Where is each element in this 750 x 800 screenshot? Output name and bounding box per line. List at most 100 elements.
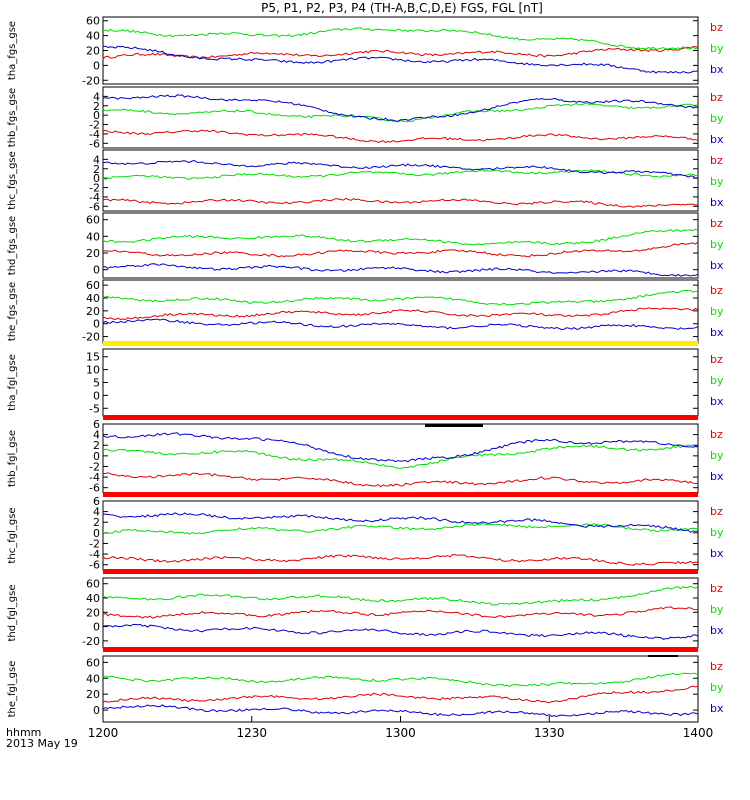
series-by-line: [102, 444, 699, 469]
status-bar: [103, 569, 698, 574]
status-bar: [103, 415, 698, 420]
footer-label: hhmm: [6, 726, 41, 739]
y-tick-label: -5: [89, 402, 100, 415]
y-tick-label: -20: [82, 331, 100, 344]
y-tick-label: -20: [82, 74, 100, 87]
legend-bx: bx: [710, 395, 724, 408]
legend-bz: bz: [710, 217, 723, 230]
y-axis-label: the_fgs_gse: [7, 282, 18, 341]
y-tick-label: 20: [86, 688, 100, 701]
legend-bz: bz: [710, 284, 723, 297]
series-by-line: [102, 585, 699, 606]
y-tick-label: 60: [86, 214, 100, 227]
legend-bz: bz: [710, 91, 723, 104]
legend-bz: bz: [710, 21, 723, 34]
x-tick-label: 1330: [534, 726, 565, 740]
series-bx-line: [102, 623, 699, 640]
y-tick-label: -2: [89, 182, 100, 195]
y-tick-label: -6: [89, 482, 100, 495]
y-tick-label: 10: [86, 364, 100, 377]
legend-bx: bx: [710, 133, 724, 146]
legend-bz: bz: [710, 428, 723, 441]
y-tick-label: 4: [93, 506, 100, 519]
legend-bz: bz: [710, 582, 723, 595]
series-bx-line: [102, 432, 699, 463]
status-bar: [103, 341, 698, 346]
series-bz-line: [102, 129, 699, 143]
series-bz-line: [102, 472, 698, 488]
legend-bx: bx: [710, 196, 724, 209]
series-bz-line: [102, 307, 699, 321]
legend-bx: bx: [710, 63, 724, 76]
series-by-line: [102, 169, 698, 180]
y-tick-label: 2: [93, 163, 100, 176]
series-by-line: [102, 672, 699, 688]
legend-bx: bx: [710, 470, 724, 483]
y-tick-label: 0: [93, 59, 100, 72]
series-bx-line: [102, 512, 699, 533]
series-bz-line: [102, 45, 699, 60]
y-tick-label: 6: [93, 495, 100, 508]
series-bz-line: [102, 685, 699, 704]
y-tick-label: -2: [89, 119, 100, 132]
x-tick-label: 1200: [88, 726, 119, 740]
status-bar-segment: [425, 424, 483, 427]
y-tick-label: 0: [93, 264, 100, 277]
legend-bz: bz: [710, 353, 723, 366]
y-tick-label: 60: [86, 15, 100, 28]
legend-by: by: [710, 449, 724, 462]
y-axis-label: tha_fgl_gse: [7, 354, 18, 411]
footer-date: 2013 May 19: [6, 737, 78, 750]
y-tick-label: 6: [93, 418, 100, 431]
legend-by: by: [710, 305, 724, 318]
y-tick-label: -4: [89, 471, 100, 484]
y-tick-label: 40: [86, 292, 100, 305]
y-axis-label: thb_fgl_gse: [7, 430, 18, 487]
y-tick-label: 2: [93, 100, 100, 113]
status-bar-segment: [648, 655, 678, 657]
y-tick-label: 0: [93, 704, 100, 717]
x-tick-label: 1230: [236, 726, 267, 740]
y-tick-label: 5: [93, 377, 100, 390]
legend-bx: bx: [710, 326, 724, 339]
y-tick-label: 20: [86, 247, 100, 260]
panel-frame: [102, 212, 699, 279]
y-axis-label: thb_fgs_gse: [7, 88, 18, 147]
legend-bx: bx: [710, 624, 724, 637]
y-tick-label: 0: [93, 527, 100, 540]
panel: 420-2-4-6 thb_fgs_gse bz by bx: [7, 86, 724, 150]
series-bz-line: [103, 241, 699, 258]
x-tick-label: 1400: [683, 726, 714, 740]
legend-bz: bz: [710, 154, 723, 167]
series-bx-line: [102, 704, 699, 718]
panel-frame: [102, 149, 699, 212]
y-axis-label: thc_fgl_gse: [7, 507, 18, 563]
series-bx-line: [102, 160, 699, 179]
y-tick-label: 4: [93, 90, 100, 103]
y-tick-label: 20: [86, 305, 100, 318]
series-by-line: [102, 228, 699, 246]
y-tick-label: 40: [86, 592, 100, 605]
series-bx-line: [102, 94, 698, 122]
status-bar: [103, 647, 698, 652]
y-tick-label: 40: [86, 30, 100, 43]
series-bx-line: [102, 318, 699, 331]
y-tick-label: 60: [86, 656, 100, 669]
y-tick-label: -2: [89, 537, 100, 550]
y-tick-label: -20: [82, 635, 100, 648]
y-tick-label: -4: [89, 548, 100, 561]
y-axis-label: the_fgl_gse: [7, 661, 18, 718]
legend-bz: bz: [710, 660, 723, 673]
y-tick-label: -6: [89, 559, 100, 572]
status-bar: [103, 492, 698, 497]
y-axis-label: thd_fgs_gse: [7, 216, 18, 275]
legend-by: by: [710, 112, 724, 125]
y-axis-label: thd_fgl_gse: [7, 585, 18, 642]
y-tick-label: 60: [86, 578, 100, 591]
panel: 60 40 20 0 thd_fgs_gse bz by bx: [7, 212, 724, 279]
y-tick-label: 4: [93, 429, 100, 442]
series-bx-line: [102, 263, 699, 277]
